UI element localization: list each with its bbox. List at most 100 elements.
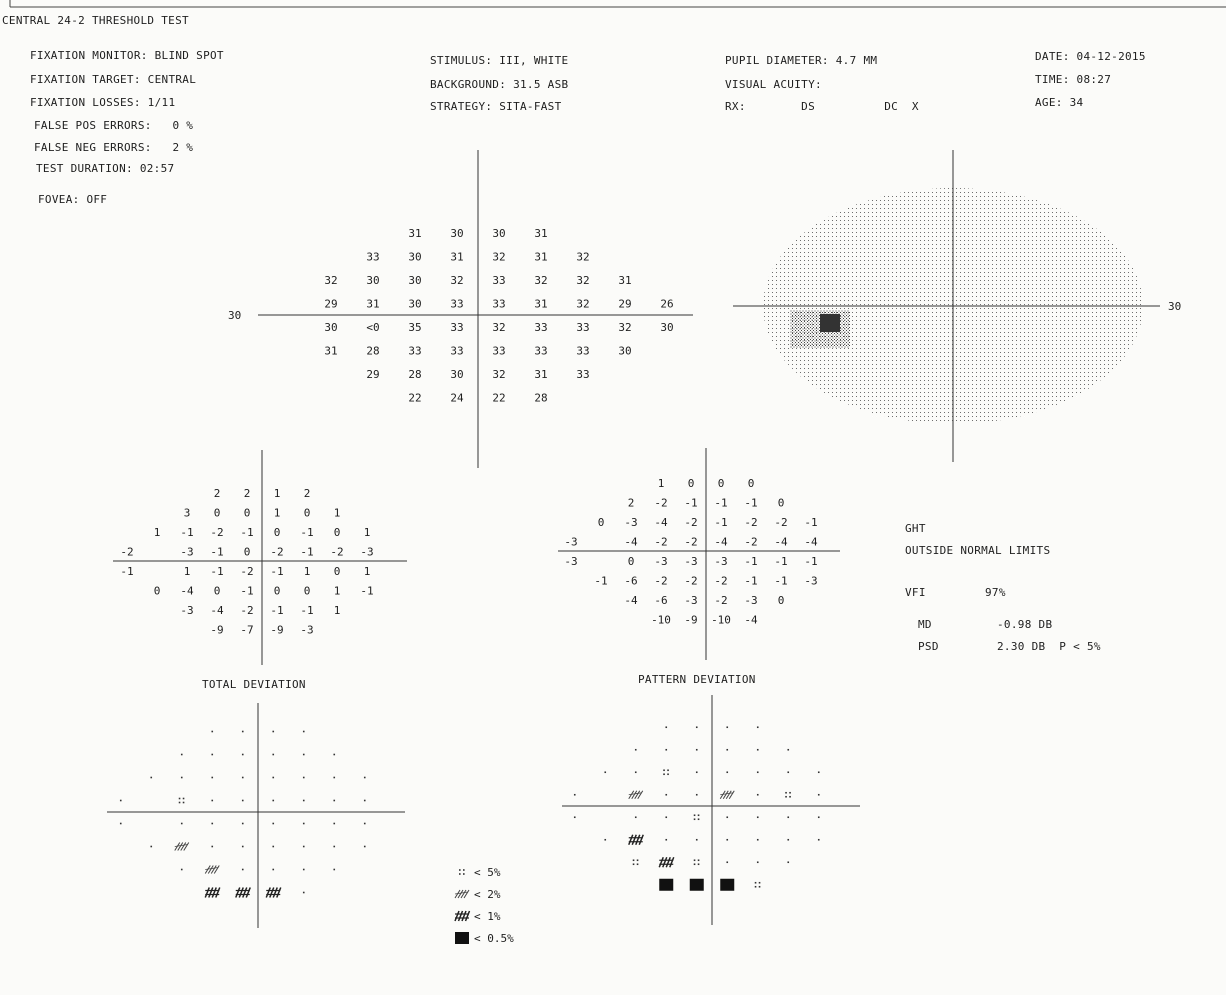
md-label: MD xyxy=(918,618,932,631)
prob-symbol-normal xyxy=(756,816,759,819)
fovea: FOVEA: OFF xyxy=(38,193,108,206)
threshold-value: 31 xyxy=(366,297,379,310)
threshold-value: 33 xyxy=(366,250,379,263)
pattern-deviation-value: -2 xyxy=(684,535,697,548)
pattern-deviation-value: -1 xyxy=(714,496,727,509)
total-deviation-value: 2 xyxy=(304,487,311,500)
threshold-value: 31 xyxy=(534,227,547,240)
prob-symbol-2pct xyxy=(628,790,644,800)
prob-symbol-normal xyxy=(756,861,759,864)
prob-symbol-normal xyxy=(302,753,305,756)
pattern-deviation-value: -4 xyxy=(774,535,788,548)
pattern-deviation-value: 0 xyxy=(598,516,605,529)
pattern-deviation-value: 0 xyxy=(748,477,755,490)
total-deviation-value: 1 xyxy=(304,565,311,578)
prob-symbol-normal xyxy=(302,845,305,848)
prob-symbol-5pct xyxy=(693,814,700,821)
pattern-deviation-value: -1 xyxy=(714,516,727,529)
pattern-deviation-value: 2 xyxy=(628,496,635,509)
pattern-deviation-value: -3 xyxy=(714,555,727,568)
pattern-deviation-value: -2 xyxy=(654,574,667,587)
false-neg-errors: FALSE NEG ERRORS: 2 % xyxy=(34,141,194,154)
prob-symbol-5pct xyxy=(663,769,669,776)
legend-label: < 2% xyxy=(474,888,501,901)
prob-symbol-normal xyxy=(787,816,790,819)
prob-symbol-normal xyxy=(787,748,790,751)
prob-symbol-normal xyxy=(272,822,275,825)
prob-symbol-normal xyxy=(272,799,275,802)
threshold-value: 32 xyxy=(492,250,505,263)
prob-symbol-05pct xyxy=(689,878,704,891)
total-deviation-value: -1 xyxy=(240,526,253,539)
total-deviation-value: 1 xyxy=(364,526,371,539)
prob-symbol-normal xyxy=(241,868,244,871)
prob-symbol-normal xyxy=(119,799,122,802)
threshold-value: 32 xyxy=(576,297,589,310)
prob-symbol-05pct xyxy=(455,932,469,944)
threshold-value: 29 xyxy=(618,297,631,310)
threshold-value: 30 xyxy=(618,344,631,357)
background: BACKGROUND: 31.5 ASB xyxy=(430,78,569,91)
prob-symbol-normal xyxy=(333,822,336,825)
total-deviation-value: 1 xyxy=(334,506,341,519)
threshold-value: 33 xyxy=(492,344,505,357)
prob-symbol-5pct xyxy=(754,881,761,888)
threshold-value: 30 xyxy=(450,227,463,240)
pattern-deviation-axes xyxy=(558,448,840,660)
legend-label: < 1% xyxy=(474,910,501,923)
threshold-value: 22 xyxy=(492,391,505,404)
total-deviation-value: 0 xyxy=(334,565,341,578)
prob-symbol-normal xyxy=(363,776,366,779)
threshold-value: 33 xyxy=(534,321,547,334)
threshold-value: 29 xyxy=(366,368,379,381)
total-deviation-value: 3 xyxy=(184,506,191,519)
prob-symbol-normal xyxy=(302,822,305,825)
prob-symbol-normal xyxy=(604,771,607,774)
prob-symbol-1pct xyxy=(628,834,644,846)
vfi-label: VFI xyxy=(905,586,926,599)
threshold-value: 32 xyxy=(576,250,589,263)
prob-symbol-2pct xyxy=(719,790,735,800)
prob-symbol-normal xyxy=(272,730,275,733)
pattern-deviation-label: PATTERN DEVIATION xyxy=(638,673,756,686)
false-pos-errors: FALSE POS ERRORS: 0 % xyxy=(34,119,194,132)
total-deviation-value: 1 xyxy=(184,565,191,578)
pattern-deviation-value: -6 xyxy=(654,594,667,607)
prob-symbol-normal xyxy=(302,868,305,871)
pattern-deviation-value: -2 xyxy=(654,535,667,548)
total-deviation-value: -1 xyxy=(240,584,253,597)
prob-symbol-05pct xyxy=(659,878,674,891)
pattern-deviation-value: -6 xyxy=(624,574,637,587)
prob-symbol-1pct xyxy=(454,910,471,922)
prob-symbol-1pct xyxy=(658,856,675,868)
threshold-value: 33 xyxy=(492,274,505,287)
prob-symbol-2pct xyxy=(454,889,470,899)
total-deviation-value: 2 xyxy=(214,487,221,500)
total-deviation-prob-axes xyxy=(107,703,405,928)
prob-symbol-normal xyxy=(817,838,820,841)
pattern-deviation-value: -1 xyxy=(774,555,787,568)
pattern-deviation-value: -2 xyxy=(654,496,667,509)
prob-symbol-normal xyxy=(634,816,637,819)
total-deviation-value: -2 xyxy=(240,604,253,617)
prob-symbol-5pct xyxy=(178,797,185,804)
prob-symbol-normal xyxy=(604,838,607,841)
pattern-deviation-value: -1 xyxy=(744,574,757,587)
prob-symbol-normal xyxy=(272,845,275,848)
prob-symbol-normal xyxy=(756,838,759,841)
prob-symbol-normal xyxy=(302,891,305,894)
threshold-value: 30 xyxy=(660,321,673,334)
threshold-value: 22 xyxy=(408,391,421,404)
total-deviation-value: -9 xyxy=(210,623,223,636)
threshold-value: 30 xyxy=(324,321,337,334)
threshold-value: 32 xyxy=(492,368,505,381)
prob-symbol-normal xyxy=(726,748,729,751)
prob-symbol-normal xyxy=(241,730,244,733)
prob-symbol-normal xyxy=(726,771,729,774)
prob-symbol-normal xyxy=(756,726,759,729)
pattern-deviation-value: -4 xyxy=(744,613,758,626)
prob-symbol-2pct xyxy=(174,842,190,851)
pattern-deviation-probability xyxy=(573,726,820,891)
total-deviation-value: 0 xyxy=(214,506,221,519)
total-deviation-value: -4 xyxy=(180,584,194,597)
